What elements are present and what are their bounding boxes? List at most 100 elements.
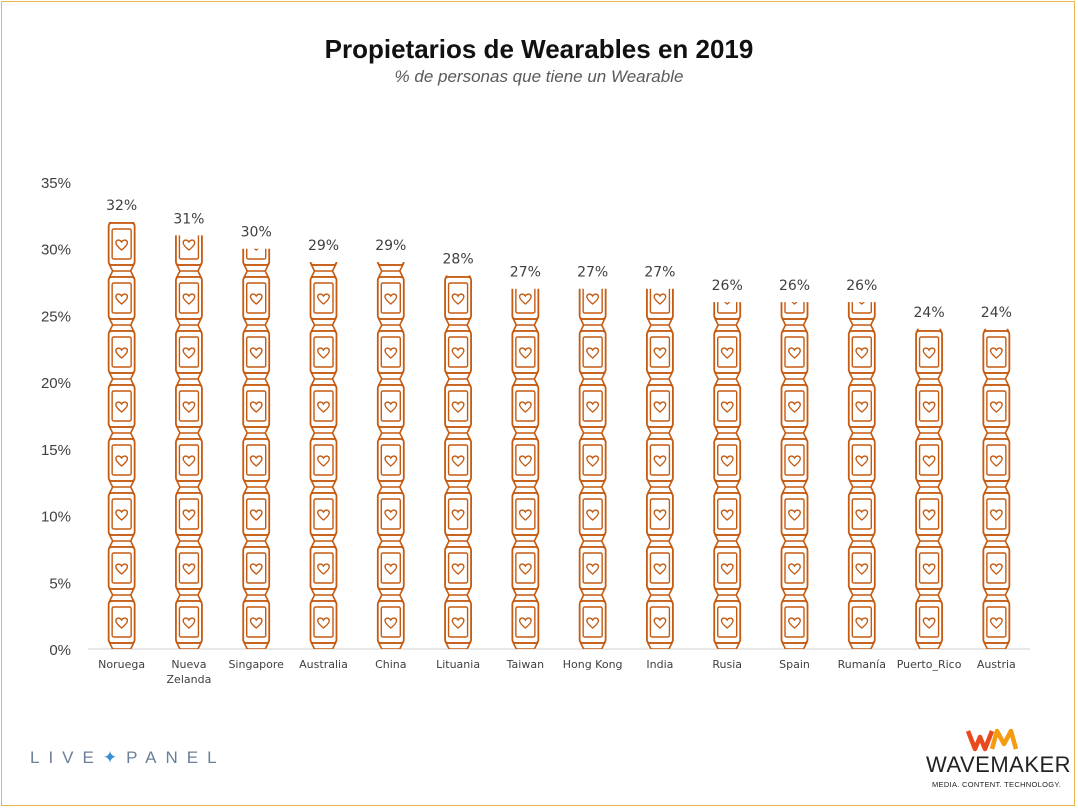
watch-icon xyxy=(175,433,203,487)
bar-nueva-zelanda xyxy=(175,235,203,649)
bar-spain xyxy=(780,302,809,649)
y-tick-label: 5% xyxy=(49,575,71,592)
watch-icon xyxy=(376,433,405,487)
watch-icon xyxy=(915,487,943,541)
watch-icon xyxy=(376,325,405,379)
watch-icon xyxy=(713,487,742,541)
livepanel-logo: LIVE✦PANEL xyxy=(30,748,226,768)
watch-icon xyxy=(242,541,271,595)
bar-australia xyxy=(309,262,338,649)
watch-icon xyxy=(713,433,742,487)
bar-noruega xyxy=(107,222,136,649)
watch-icon xyxy=(107,379,136,433)
x-tick-label: Puerto_Rico xyxy=(897,658,962,671)
y-tick-label: 25% xyxy=(41,308,71,325)
x-tick-label: Rusia xyxy=(712,658,742,671)
watch-icon xyxy=(982,433,1011,487)
watch-icon xyxy=(309,541,338,595)
livepanel-spark-icon: ✦ xyxy=(102,748,127,767)
livepanel-logo-right: PANEL xyxy=(126,748,226,767)
watch-icon xyxy=(444,325,472,379)
x-tick-label: Rumanía xyxy=(838,658,886,671)
watch-icon xyxy=(242,433,271,487)
watch-icon xyxy=(107,487,136,541)
watch-icon xyxy=(780,433,809,487)
watch-icon xyxy=(578,487,607,541)
data-label: 27% xyxy=(510,265,541,281)
watch-icon xyxy=(175,271,203,325)
watch-icon xyxy=(309,487,338,541)
x-tick-label: China xyxy=(375,658,406,671)
watch-icon xyxy=(713,595,742,649)
data-label: 26% xyxy=(779,278,810,294)
watch-icon xyxy=(242,379,271,433)
watch-icon xyxy=(107,222,136,271)
x-tick-label: Singapore xyxy=(228,658,284,671)
bar-ruman-a xyxy=(847,302,876,649)
x-tick-label: Zelanda xyxy=(167,673,212,686)
watch-icon xyxy=(175,541,203,595)
watch-icon xyxy=(847,541,876,595)
data-label: 32% xyxy=(106,198,137,214)
y-tick-label: 35% xyxy=(41,175,71,192)
watch-icon xyxy=(713,541,742,595)
watch-icon xyxy=(713,325,742,379)
watch-icon xyxy=(780,487,809,541)
chart-title: Propietarios de Wearables en 2019 xyxy=(324,34,754,64)
watch-icon xyxy=(376,541,405,595)
y-tick-label: 15% xyxy=(41,442,71,459)
watch-icon xyxy=(915,595,943,649)
x-tick-label: Lituania xyxy=(436,658,480,671)
bar-taiwan xyxy=(511,288,540,649)
wavemaker-name: WAVEMAKER xyxy=(926,752,1072,777)
data-label: 24% xyxy=(914,305,945,321)
watch-icon xyxy=(107,433,136,487)
watch-icon xyxy=(444,379,472,433)
data-label: 29% xyxy=(308,238,339,254)
x-tick-label: Australia xyxy=(299,658,348,671)
bar-hong-kong xyxy=(578,288,607,649)
data-label: 29% xyxy=(375,238,406,254)
watch-icon xyxy=(107,541,136,595)
watch-icon xyxy=(915,433,943,487)
watch-icon xyxy=(444,275,472,325)
x-tick-label: India xyxy=(646,658,673,671)
watch-icon xyxy=(376,487,405,541)
watch-icon xyxy=(915,328,943,379)
data-label: 27% xyxy=(644,265,675,281)
y-tick-label: 10% xyxy=(41,509,71,526)
watch-icon xyxy=(175,487,203,541)
x-tick-label: Spain xyxy=(779,658,810,671)
watch-icon xyxy=(107,271,136,325)
watch-icon xyxy=(242,271,271,325)
bar-india xyxy=(646,288,674,649)
bar-austria xyxy=(982,328,1011,649)
watch-icon xyxy=(780,325,809,379)
data-label: 26% xyxy=(846,278,877,294)
watch-icon xyxy=(847,379,876,433)
watch-icon xyxy=(578,433,607,487)
watch-icon xyxy=(847,325,876,379)
watch-icon xyxy=(982,541,1011,595)
watch-icon xyxy=(107,595,136,649)
watch-icon xyxy=(780,595,809,649)
watch-icon xyxy=(646,487,674,541)
data-label: 26% xyxy=(712,278,743,294)
watch-icon xyxy=(982,379,1011,433)
livepanel-logo-left: LIVE xyxy=(30,748,103,767)
bar-rusia xyxy=(713,302,742,649)
watch-icon xyxy=(511,541,540,595)
watch-icon xyxy=(444,433,472,487)
watch-icon xyxy=(578,541,607,595)
y-tick-label: 30% xyxy=(41,242,71,259)
watch-icon xyxy=(713,379,742,433)
watch-icon xyxy=(578,325,607,379)
y-tick-label: 0% xyxy=(49,642,71,659)
bar-china xyxy=(376,262,405,649)
x-tick-label: Austria xyxy=(977,658,1016,671)
x-tick-label: Taiwan xyxy=(506,658,544,671)
data-label: 24% xyxy=(981,305,1012,321)
chart-subtitle: % de personas que tiene un Wearable xyxy=(394,67,684,86)
